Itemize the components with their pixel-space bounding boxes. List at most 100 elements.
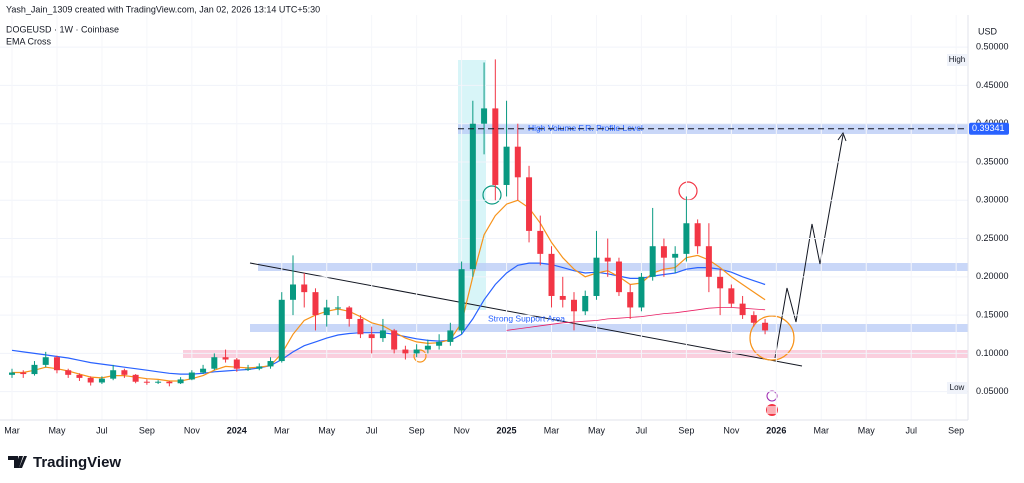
- circle-green: [482, 185, 502, 205]
- support-zone: [250, 324, 968, 332]
- indicator-label: EMA Cross: [6, 36, 52, 46]
- candle-body: [424, 345, 431, 350]
- candle-body: [548, 253, 555, 296]
- x-tick-label: Jul: [96, 425, 108, 435]
- candle-body: [537, 230, 544, 254]
- profile-label: High Volume F.R. Profile Level: [528, 123, 643, 133]
- candle-body: [53, 357, 60, 371]
- candle-body: [638, 276, 645, 308]
- candle-body: [458, 269, 465, 331]
- x-tick-label: Sep: [409, 425, 425, 435]
- candle-body: [200, 368, 207, 373]
- candle-body: [469, 123, 476, 270]
- candle-body: [436, 341, 443, 346]
- x-tick-label: 2025: [497, 425, 517, 435]
- candle-body: [278, 299, 285, 362]
- x-tick-label: Mar: [814, 425, 830, 435]
- circle-orange-small: [413, 349, 427, 363]
- high-label: High: [949, 55, 965, 64]
- candle-body: [728, 288, 735, 304]
- candle-body: [166, 381, 173, 384]
- candle-body: [571, 299, 577, 312]
- candle-body: [290, 284, 296, 300]
- candle-body: [627, 292, 634, 308]
- candle-body: [42, 357, 49, 365]
- candle-body: [705, 246, 712, 277]
- candle-body: [379, 330, 386, 339]
- candle-body: [717, 276, 724, 289]
- x-tick-label: Mar: [4, 425, 20, 435]
- y-tick-label: 0.45000: [976, 80, 1009, 90]
- y-tick-label: 0.30000: [976, 195, 1009, 205]
- candle-body: [413, 349, 420, 354]
- candle-body: [177, 379, 184, 384]
- candle-body: [301, 284, 308, 293]
- candle-body: [739, 303, 746, 316]
- price-tag: [969, 122, 1009, 135]
- candle-body: [65, 370, 72, 375]
- candle-body: [346, 307, 353, 319]
- candle-body: [20, 372, 27, 375]
- candle-body: [402, 349, 409, 354]
- indicator-line: [506, 307, 766, 331]
- resistance-zone: [258, 263, 968, 271]
- candle-body: [31, 364, 38, 375]
- candle-body: [447, 330, 454, 342]
- y-tick-label: 0.15000: [976, 309, 1009, 319]
- trendline: [249, 262, 803, 367]
- candle-body: [503, 146, 510, 185]
- candle-body: [368, 334, 375, 339]
- candle-body: [660, 246, 667, 258]
- candle-body: [526, 177, 533, 231]
- candle-body: [604, 257, 611, 262]
- x-tick-label: Sep: [678, 425, 694, 435]
- candle-body: [615, 261, 622, 293]
- y-tick-label: 0.25000: [976, 233, 1009, 243]
- symbol-title: DOGEUSD · 1W · Coinbase: [6, 24, 119, 34]
- candle-body: [312, 292, 319, 316]
- price-tag-label: 0.39341: [972, 123, 1005, 133]
- candle-body: [121, 370, 128, 375]
- x-tick-label: May: [318, 425, 336, 435]
- candle-body: [593, 257, 600, 296]
- candle-body: [750, 315, 757, 323]
- candle-body: [87, 377, 94, 383]
- candle-body: [323, 307, 330, 316]
- x-tick-label: Mar: [544, 425, 560, 435]
- high-box: [947, 54, 967, 66]
- candle-body: [514, 146, 521, 178]
- brand-logo: TradingView: [8, 454, 121, 471]
- low-label: Low: [950, 383, 965, 392]
- circle-orange-large: [749, 315, 795, 361]
- candle-body: [143, 381, 150, 383]
- y-tick-label: 0.35000: [976, 156, 1009, 166]
- x-tick-label: 2026: [766, 425, 786, 435]
- candle-body: [245, 368, 252, 370]
- event-icon: [766, 390, 778, 402]
- x-tick-label: May: [48, 425, 66, 435]
- candle-body: [649, 246, 656, 277]
- x-tick-label: Jul: [366, 425, 378, 435]
- candle-body: [492, 108, 499, 185]
- x-tick-label: 2024: [227, 425, 247, 435]
- x-tick-label: Nov: [723, 425, 740, 435]
- candle-body: [110, 370, 117, 379]
- candle-body: [481, 108, 488, 124]
- candle-body: [132, 374, 139, 382]
- x-tick-label: Mar: [274, 425, 290, 435]
- brand-name: TradingView: [33, 454, 121, 471]
- candle-body: [256, 366, 263, 369]
- candle-body: [334, 307, 341, 309]
- candle-body: [76, 374, 83, 378]
- y-tick-label: 0.50000: [976, 42, 1009, 52]
- x-tick-label: Sep: [948, 425, 964, 435]
- candle-body: [9, 372, 15, 375]
- x-tick-label: Nov: [184, 425, 201, 435]
- y-tick-label: 0.20000: [976, 271, 1009, 281]
- credit: Yash_Jain_1309 created with TradingView.…: [6, 4, 320, 14]
- x-tick-label: Jul: [905, 425, 917, 435]
- candle-body: [694, 223, 701, 247]
- candle-body: [391, 330, 398, 350]
- candle-body: [222, 357, 229, 360]
